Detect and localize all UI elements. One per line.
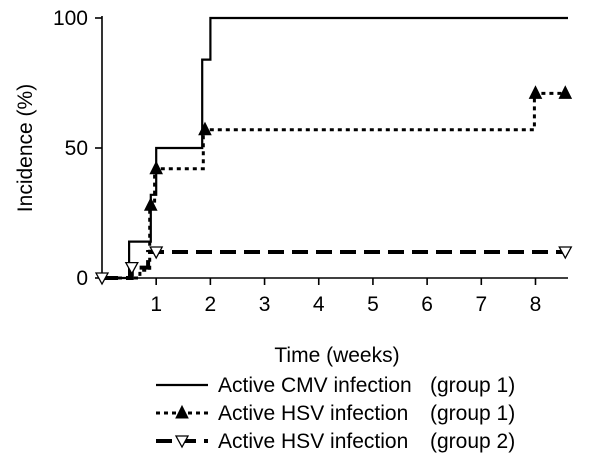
y-axis-label: Incidence (%) (14, 84, 37, 212)
series-line-2 (102, 91, 568, 280)
axes: 0 50 100 1 2 3 4 5 6 7 8 (53, 7, 568, 316)
series-2-point (143, 197, 158, 211)
legend-swatch-marker (174, 435, 190, 449)
legend-label: Active HSV infection (218, 430, 408, 453)
y-tick-label: 100 (53, 7, 88, 30)
x-tick-label: 6 (421, 293, 433, 316)
series-line-3 (102, 250, 568, 280)
series-2-point (198, 121, 212, 136)
legend-swatch-marker (175, 404, 189, 419)
series-2-point (558, 85, 573, 99)
y-tick-label: 0 (76, 267, 88, 290)
series-3-point (124, 261, 139, 275)
x-tick-label: 2 (205, 293, 217, 316)
series-3-point (149, 246, 164, 260)
x-tick-label: 5 (367, 293, 379, 316)
legend: Active CMV infection (group 1) Active HSV … (156, 374, 515, 453)
series-2-point (528, 85, 543, 99)
legend-group: (group 1) (430, 402, 515, 425)
x-tick-label: 1 (150, 293, 162, 316)
series-line-1 (102, 16, 568, 280)
x-tick-label: 7 (475, 293, 487, 316)
x-tick-label: 8 (530, 293, 542, 316)
x-tick-label: 4 (313, 293, 325, 316)
x-axis-label: Time (weeks) (274, 344, 399, 367)
x-tick-label: 3 (259, 293, 271, 316)
legend-label: Active CMV infection (218, 374, 412, 397)
series-2-point (149, 160, 163, 175)
series-markers (94, 85, 573, 286)
series-3-point (558, 246, 573, 260)
series-lines (102, 16, 568, 280)
y-tick-label: 50 (65, 137, 88, 160)
legend-label: Active HSV infection (218, 402, 408, 425)
legend-group: (group 1) (430, 374, 515, 397)
series-3-point (94, 272, 110, 286)
legend-group: (group 2) (430, 430, 515, 453)
